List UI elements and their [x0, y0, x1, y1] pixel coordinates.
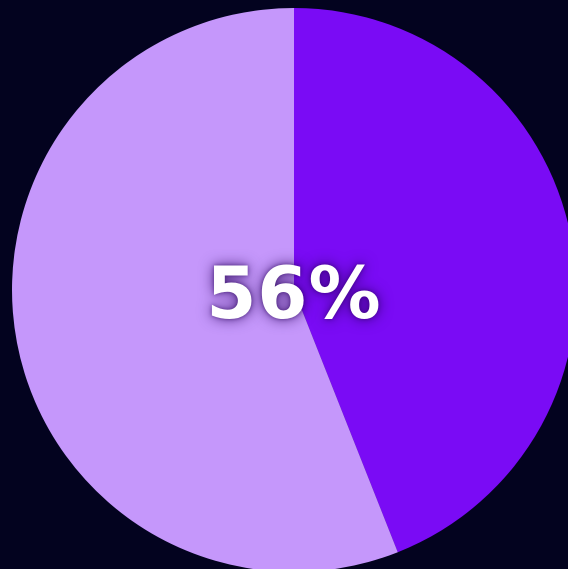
- center-percentage-label: 56%: [206, 251, 382, 335]
- pie-slice-1: [294, 8, 568, 553]
- pie-slice-2: [12, 8, 398, 569]
